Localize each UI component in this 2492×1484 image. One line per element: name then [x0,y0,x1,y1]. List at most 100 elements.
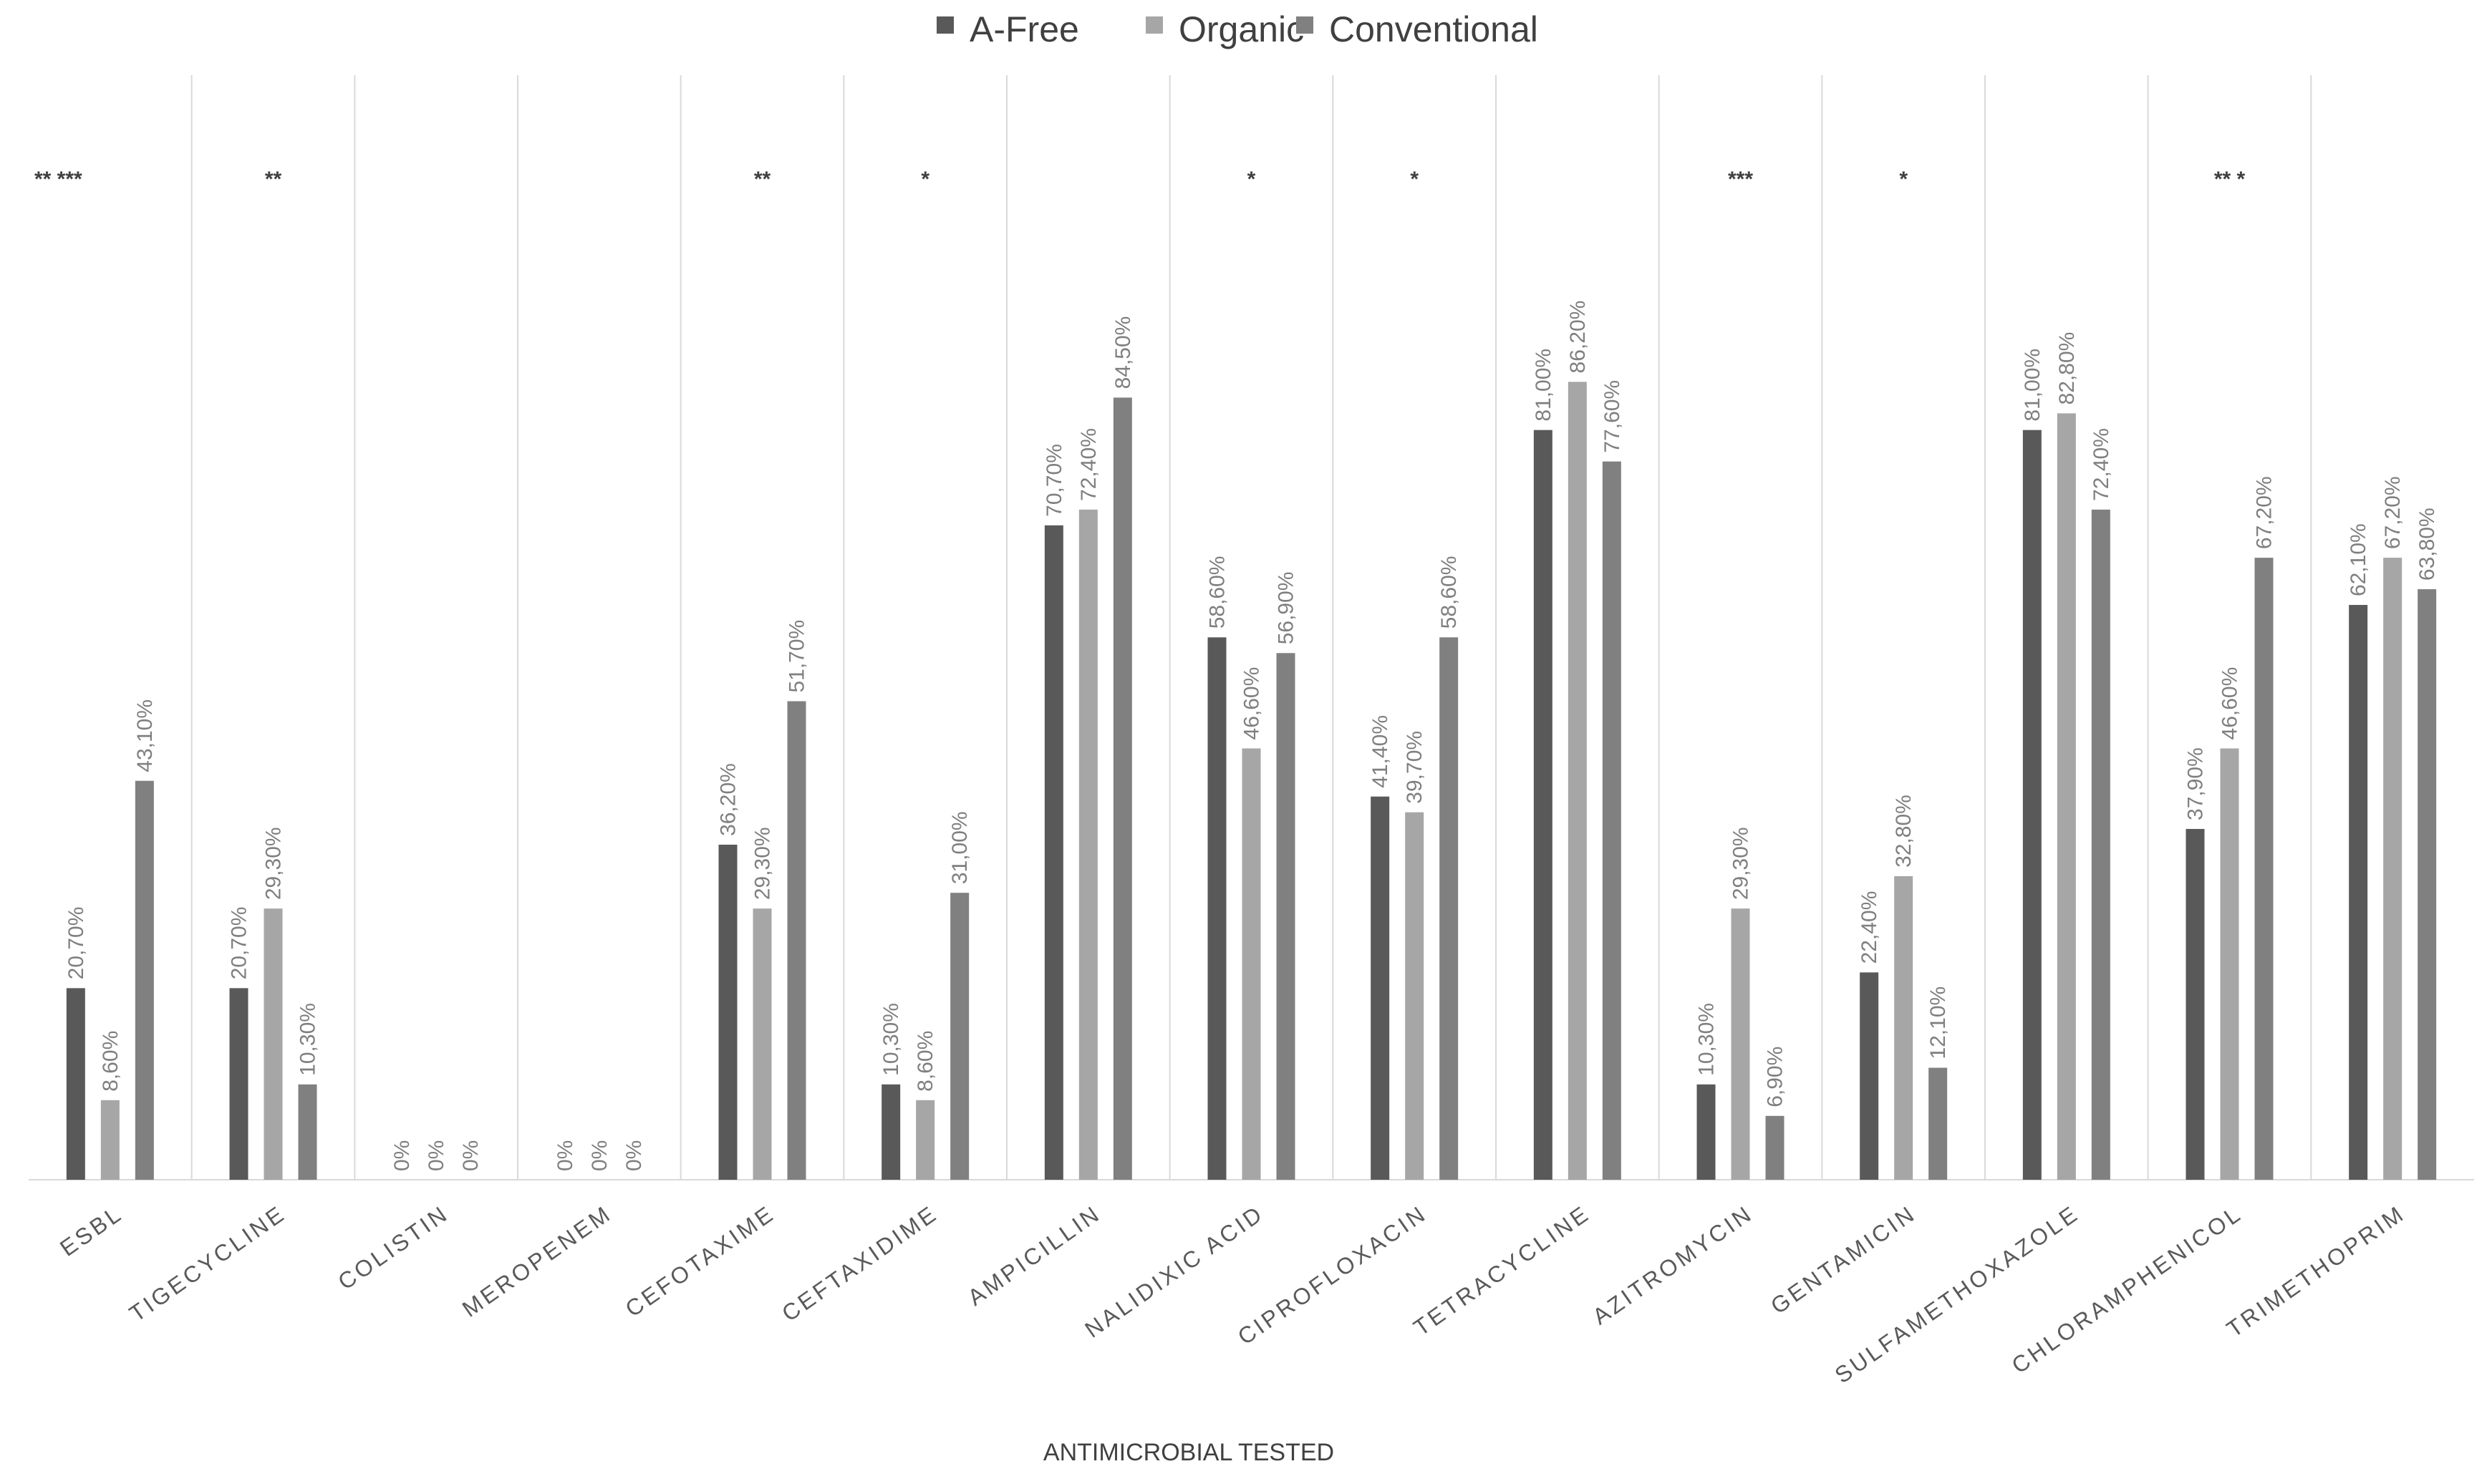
bar-organic [1078,509,1098,1180]
bar-conventional [2091,509,2110,1180]
bar-a-free [2022,430,2042,1180]
bar-a-free [2349,605,2368,1180]
bar-value-label: 0% [554,1140,577,1171]
bar-value-label: 58,60% [1437,556,1461,629]
bar-value-label: 81,00% [2021,349,2044,422]
category-label: GENTAMICIN [1766,1200,1921,1319]
bar-a-free [1044,525,1063,1180]
bar-organic [2057,413,2076,1180]
bar-organic [1731,908,1750,1180]
bar-value-label: 29,30% [751,827,775,900]
bar-organic [264,908,283,1180]
bar-value-label: 70,70% [1043,444,1066,517]
bar-value-label: 67,20% [2253,476,2276,549]
bar-value-label: 82,80% [2055,332,2079,405]
category-label: NALIDIXIC ACID [1080,1200,1268,1342]
legend-label-organic: Organic [1179,9,1304,49]
bar-value-label: 46,60% [1240,667,1264,740]
bar-conventional [135,780,154,1180]
category-label: ESBL [55,1200,127,1261]
bar-conventional [1113,397,1132,1180]
category-label: TRIMETHOPRIM [2222,1200,2410,1342]
bar-value-label: 37,90% [2184,747,2208,820]
significance-marker: * [1247,168,1256,191]
bar-organic [753,908,772,1180]
legend-label-conventional: Conventional [1329,9,1538,49]
category-label: CEFOTAXIME [621,1200,780,1321]
bar-value-label: 0% [459,1140,483,1171]
bar-conventional [298,1084,317,1180]
bar-value-label: 10,30% [296,1003,320,1076]
bar-value-label: 86,20% [1566,301,1590,374]
category-label: TIGECYCLINE [125,1200,290,1327]
bar-value-label: 29,30% [262,827,286,900]
significance-marker: ** *** [34,168,82,191]
significance-marker: * [1899,168,1908,191]
x-axis-title: ANTIMICROBIAL TESTED [1043,1439,1334,1466]
bar-conventional [787,701,806,1180]
bar-organic [916,1100,935,1180]
bar-value-label: 84,50% [1111,316,1135,389]
bar-organic [2220,748,2239,1180]
category-label: CEFTAXIDIME [777,1200,942,1327]
legend: A-Free Organic Conventional [937,9,1538,49]
bar-a-free [229,988,248,1180]
significance-marker: ** * [2214,168,2246,191]
bar-value-label: 31,00% [948,811,972,884]
bar-organic [1405,812,1424,1180]
bars [66,382,2437,1180]
category-label: MEROPENEM [458,1200,617,1321]
bar-value-label: 20,70% [64,907,88,980]
bar-organic [1568,382,1587,1180]
bar-value-label: 10,30% [879,1003,903,1076]
bar-a-free [1207,637,1227,1180]
bar-value-label: 0% [588,1140,612,1171]
bar-conventional [950,893,970,1180]
category-label: AZITROMYCIN [1588,1200,1757,1329]
significance-marker: * [921,168,929,191]
bar-value-label: 32,80% [1892,795,1916,868]
legend-swatch-organic [1146,16,1163,34]
bar-a-free [1371,796,1390,1180]
bar-value-label: 29,30% [1729,827,1753,900]
category-label: AMPICILLIN [963,1200,1106,1310]
bar-value-label: 39,70% [1403,731,1426,804]
bar-value-label: 72,40% [2090,428,2113,501]
bar-value-label: 0% [390,1140,414,1171]
bar-value-label: 46,60% [2218,667,2242,740]
bar-value-label: 8,60% [99,1031,122,1092]
bar-value-label: 77,60% [1600,380,1624,453]
bar-value-label: 6,90% [1764,1047,1787,1107]
legend-swatch-conventional [1296,16,1313,34]
bar-organic [1242,748,1261,1180]
bar-conventional [2418,589,2437,1180]
bar-conventional [1765,1115,1785,1180]
bar-organic [100,1100,120,1180]
bar-conventional [2254,558,2274,1180]
significance-marker: *** [1728,168,1753,191]
bar-value-label: 67,20% [2381,476,2405,549]
bar-value-label: 8,60% [914,1031,937,1092]
bar-organic [2383,558,2402,1180]
bar-a-free [718,844,738,1180]
significance-marker: ** [754,168,771,191]
bar-value-label: 20,70% [228,907,251,980]
bar-conventional [1439,637,1459,1180]
bar-value-label: 12,10% [1926,986,1950,1059]
bar-value-label: 0% [622,1140,646,1171]
value-labels: 20,70% 8,60% 43,10% 20,70% 29,30% 10,30% 0% 0% 0… [64,301,2439,1171]
bar-a-free [2186,828,2205,1180]
bar-organic [1894,876,1913,1180]
significance-marker: ** [265,168,282,191]
category-label: TETRACYCLINE [1409,1200,1595,1341]
bar-value-label: 63,80% [2415,508,2439,581]
category-label: COLISTIN [333,1200,453,1294]
bar-a-free [882,1084,901,1180]
bar-value-label: 72,40% [1077,428,1101,501]
bar-value-label: 0% [425,1140,448,1171]
bar-a-free [1860,972,1879,1180]
bar-conventional [1276,653,1295,1180]
